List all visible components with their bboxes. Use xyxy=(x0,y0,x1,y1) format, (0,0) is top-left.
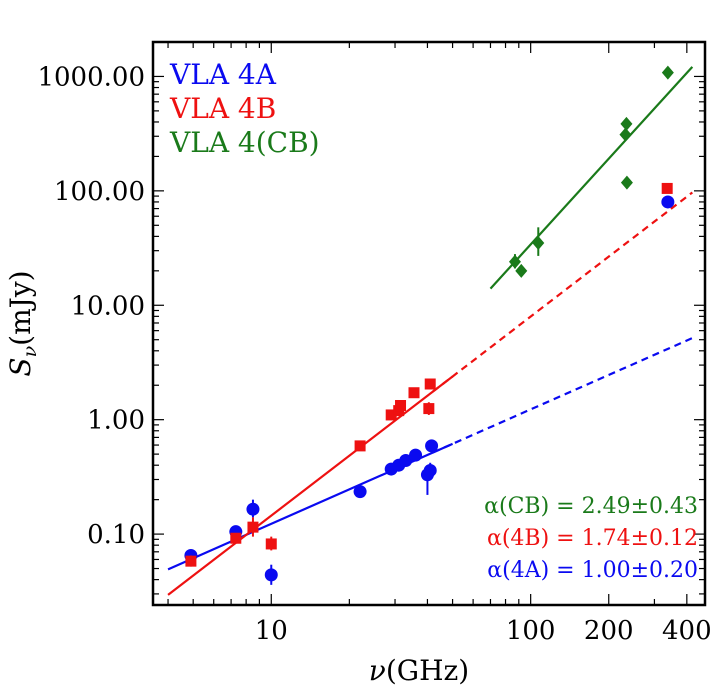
axis-ticks xyxy=(153,41,705,605)
data-point-1-1 xyxy=(230,532,242,544)
fit-line-1 xyxy=(167,375,454,596)
x-axis-symbol: ν xyxy=(369,654,386,687)
y-tick-label: 100.00 xyxy=(54,177,145,207)
data-point-0-10 xyxy=(423,463,437,477)
data-point-0-2 xyxy=(246,502,260,516)
fit-extrapolation-0 xyxy=(432,335,696,454)
data-point-2-5 xyxy=(620,175,633,190)
x-axis-unit: (GHz) xyxy=(386,654,469,687)
alpha-annotations: α(CB) = 2.49±0.43 α(4B) = 1.74±0.12 α(4A) … xyxy=(484,494,698,583)
data-point-2-2 xyxy=(532,236,545,251)
data-point-1-4 xyxy=(354,440,366,452)
data-point-1-3 xyxy=(265,538,277,550)
data-point-0-8 xyxy=(409,448,423,462)
data-point-1-5 xyxy=(385,409,397,421)
x-tick-label: 200 xyxy=(584,616,634,646)
data-point-0-7 xyxy=(399,453,413,467)
y-axis-symbol: S xyxy=(4,357,37,376)
legend-entry-1: VLA 4B xyxy=(169,92,276,125)
y-tick-label: 1.00 xyxy=(87,406,145,436)
fit-extrapolation-1 xyxy=(432,191,693,393)
y-tick-label: 1000.00 xyxy=(37,62,145,92)
data-point-0-11 xyxy=(425,439,439,453)
data-point-0-12 xyxy=(661,195,675,209)
y-axis-unit: (mJy) xyxy=(4,270,37,345)
legend-entry-2: VLA 4(CB) xyxy=(169,126,320,159)
data-point-1-9 xyxy=(423,403,435,415)
data-point-1-2 xyxy=(247,521,259,533)
data-point-1-0 xyxy=(185,555,197,567)
data-point-2-0 xyxy=(508,254,521,269)
data-point-1-11 xyxy=(661,182,673,194)
alpha-annotation-1: α(4B) = 1.74±0.12 xyxy=(487,526,698,551)
legend-entry-0: VLA 4A xyxy=(169,58,277,91)
data-point-1-8 xyxy=(408,387,420,399)
data-point-2-4 xyxy=(620,116,633,131)
fit-line-2 xyxy=(489,66,694,290)
data-point-1-7 xyxy=(395,400,407,412)
data-point-0-4 xyxy=(353,485,367,499)
data-point-2-6 xyxy=(661,65,674,80)
alpha-annotation-2: α(4A) = 1.00±0.20 xyxy=(487,558,698,583)
y-axis-subscript: ν xyxy=(19,345,41,357)
data-point-2-3 xyxy=(619,127,632,142)
data-point-1-10 xyxy=(424,378,436,390)
data-points xyxy=(184,65,675,585)
data-point-2-1 xyxy=(515,263,528,278)
x-tick-label: 100 xyxy=(506,616,556,646)
axis-labels: 10 100 200 4000.101.0010.00100.001000.00ν(G… xyxy=(4,62,712,687)
x-tick-label: 400 xyxy=(662,616,712,646)
x-axis-title: ν(GHz) xyxy=(369,654,469,687)
y-tick-label: 10.00 xyxy=(71,291,145,321)
alpha-annotation-0: α(CB) = 2.49±0.43 xyxy=(484,494,698,519)
y-tick-label: 0.10 xyxy=(87,520,145,550)
data-point-0-3 xyxy=(264,568,278,582)
x-tick-label: 10 xyxy=(255,616,288,646)
y-axis-title: Sν(mJy) xyxy=(4,270,41,376)
